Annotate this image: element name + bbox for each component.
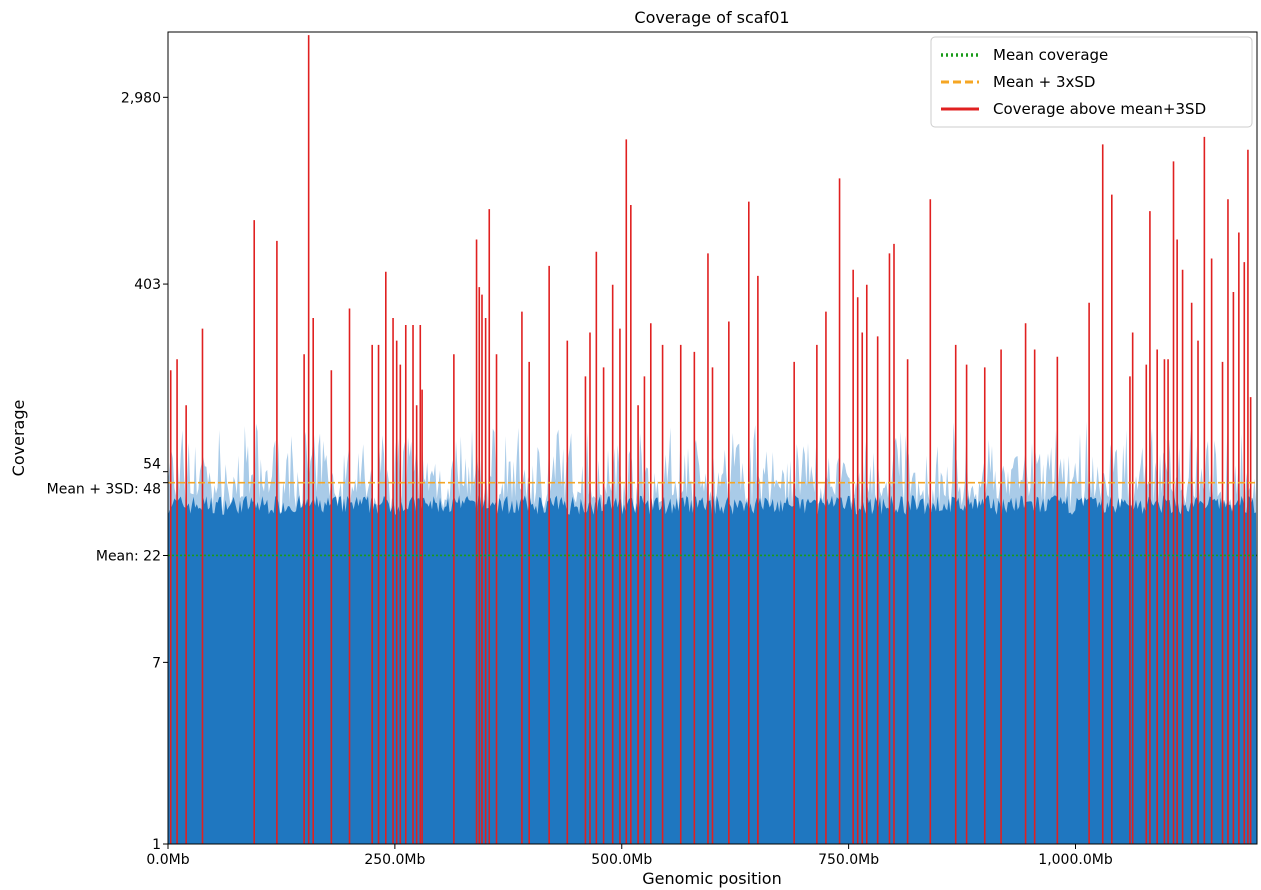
legend-box bbox=[930, 36, 1253, 128]
plot-frame bbox=[167, 31, 1258, 845]
legend-label: Mean coverage bbox=[993, 46, 1108, 64]
y-axis: 1 7 Mean: 22 Mean + 3SD: 48 54 403 2,980 bbox=[47, 90, 168, 853]
y-tick-label: Mean: 22 bbox=[96, 548, 161, 564]
x-tick-label: 250.0Mb bbox=[364, 852, 425, 868]
x-tick-label: 500.0Mb bbox=[591, 852, 652, 868]
y-tick-label: 2,980 bbox=[121, 90, 161, 106]
x-tick-label: 1,000.0Mb bbox=[1038, 852, 1113, 868]
spikes-layer bbox=[169, 35, 1252, 844]
y-tick-label: 54 bbox=[143, 457, 161, 473]
x-axis-label: Genomic position bbox=[642, 869, 781, 888]
legend-label: Mean + 3xSD bbox=[993, 73, 1095, 91]
x-axis: 0.0Mb 250.0Mb 500.0Mb 750.0Mb 1,000.0Mb bbox=[146, 844, 1113, 868]
legend: Mean coverage Mean + 3xSD Coverage above m… bbox=[930, 36, 1253, 128]
chart-title: Coverage of scaf01 bbox=[634, 8, 789, 27]
y-axis-label: Coverage bbox=[9, 400, 28, 477]
x-tick-label: 750.0Mb bbox=[818, 852, 879, 868]
reference-lines bbox=[168, 481, 1257, 557]
x-tick-label: 0.0Mb bbox=[146, 852, 189, 868]
y-tick-label: Mean + 3SD: 48 bbox=[47, 482, 161, 498]
y-tick-label: 7 bbox=[152, 655, 161, 671]
y-tick-label: 1 bbox=[152, 837, 161, 853]
y-tick-label: 403 bbox=[134, 277, 161, 293]
legend-label: Coverage above mean+3SD bbox=[993, 100, 1206, 118]
